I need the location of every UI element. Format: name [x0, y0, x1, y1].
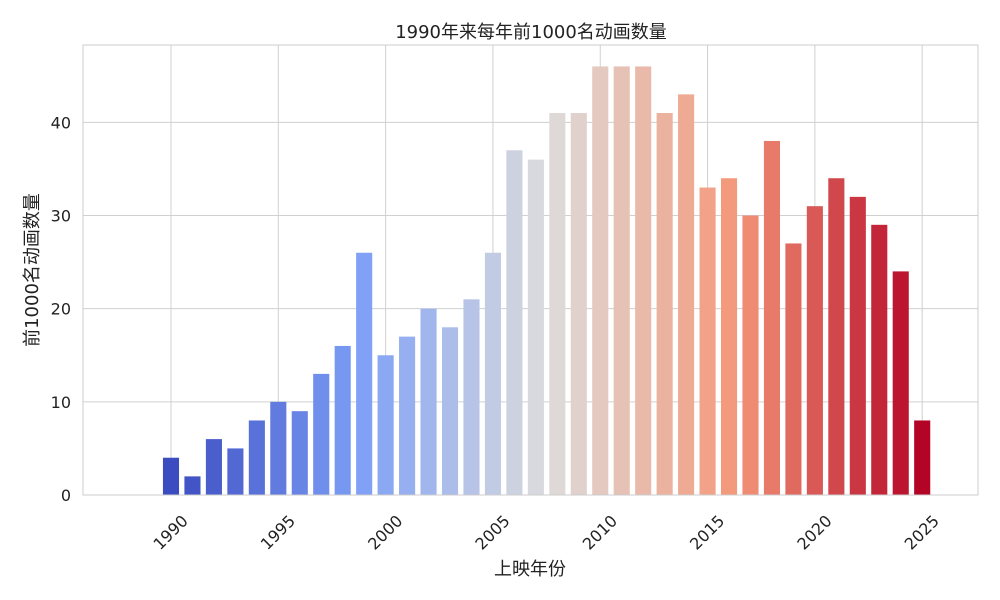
y-axis-label: 前1000名动画数量	[22, 193, 43, 347]
bar-2012	[635, 66, 652, 495]
bar-2002	[420, 308, 437, 495]
bar-2008	[549, 113, 566, 495]
bar-2021	[828, 178, 845, 496]
x-tick-label: 2020	[793, 511, 835, 553]
bar-2020	[806, 206, 823, 496]
y-tick-label: 20	[51, 300, 71, 319]
bar-2018	[763, 140, 781, 495]
bar-2001	[399, 336, 416, 495]
bar-2013	[656, 113, 673, 495]
y-tick-label: 0	[61, 486, 71, 505]
chart-title: 1990年来每年前1000名动画数量	[395, 22, 667, 43]
bar-2011	[613, 66, 630, 495]
x-tick-label: 2010	[579, 511, 621, 553]
bar-2024	[892, 271, 909, 495]
bar-1995	[270, 401, 287, 495]
bar-2010	[592, 66, 609, 495]
bar-1990	[162, 457, 180, 495]
bar-2005	[484, 252, 501, 495]
x-tick-labels: 1990 1995 2000 2005 2010 2015 2020 2025	[149, 511, 942, 553]
bars	[162, 66, 931, 496]
y-tick-labels: 0 10 20 30 40	[51, 113, 71, 505]
bar-2009	[570, 113, 587, 495]
x-tick-label: 2015	[686, 511, 728, 553]
bar-2004	[463, 299, 480, 495]
bar-1994	[248, 420, 265, 495]
bar-2017	[742, 215, 759, 495]
bar-1999	[356, 252, 373, 495]
x-tick-label: 1990	[149, 511, 191, 553]
bar-1991	[184, 476, 201, 495]
x-axis-label: 上映年份	[494, 559, 566, 580]
y-tick-label: 40	[51, 113, 71, 132]
y-tick-label: 10	[51, 393, 71, 412]
bar-1996	[291, 411, 308, 495]
bar-2019	[785, 243, 802, 495]
bar-2003	[441, 327, 459, 495]
bar-2022	[849, 196, 866, 496]
bar-2016	[720, 178, 738, 496]
bar-2007	[527, 159, 544, 496]
bar-2014	[678, 94, 695, 496]
bar-1992	[205, 439, 222, 495]
y-tick-label: 30	[51, 206, 71, 225]
x-tick-label: 2025	[901, 511, 943, 553]
bar-1997	[313, 373, 330, 495]
x-tick-label: 2000	[364, 511, 406, 553]
bar-2023	[871, 224, 888, 495]
bar-2025	[914, 420, 931, 495]
bar-1998	[334, 345, 351, 495]
x-tick-label: 1995	[257, 511, 299, 553]
bar-2000	[377, 355, 394, 495]
bar-1993	[227, 448, 244, 495]
plot-frame	[82, 44, 979, 496]
bar-2015	[699, 187, 716, 496]
x-tick-label: 2005	[471, 511, 513, 553]
bar-2006	[506, 150, 523, 495]
